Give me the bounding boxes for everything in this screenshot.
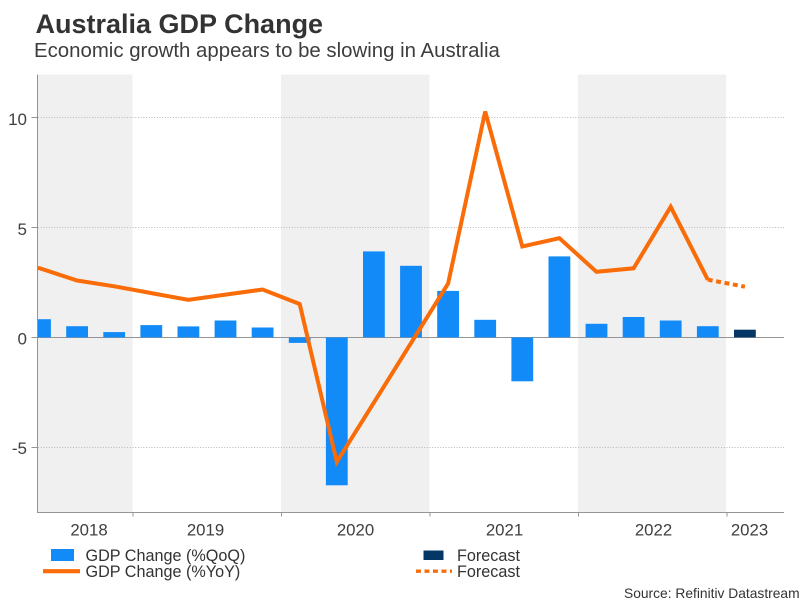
svg-text:GDP Change (%YoY): GDP Change (%YoY) <box>86 563 241 581</box>
svg-text:Forecast: Forecast <box>457 563 520 581</box>
svg-text:0: 0 <box>18 330 27 349</box>
svg-text:2018: 2018 <box>70 521 107 540</box>
svg-text:2020: 2020 <box>337 521 374 540</box>
svg-text:5: 5 <box>18 220 27 239</box>
svg-text:2019: 2019 <box>187 521 224 540</box>
svg-text:2023: 2023 <box>731 521 768 540</box>
svg-text:Forecast: Forecast <box>457 547 520 565</box>
svg-text:-5: -5 <box>12 439 27 458</box>
svg-text:GDP Change (%QoQ): GDP Change (%QoQ) <box>86 547 246 565</box>
svg-text:2021: 2021 <box>486 521 523 540</box>
svg-text:10: 10 <box>8 110 27 129</box>
svg-text:2022: 2022 <box>635 521 672 540</box>
